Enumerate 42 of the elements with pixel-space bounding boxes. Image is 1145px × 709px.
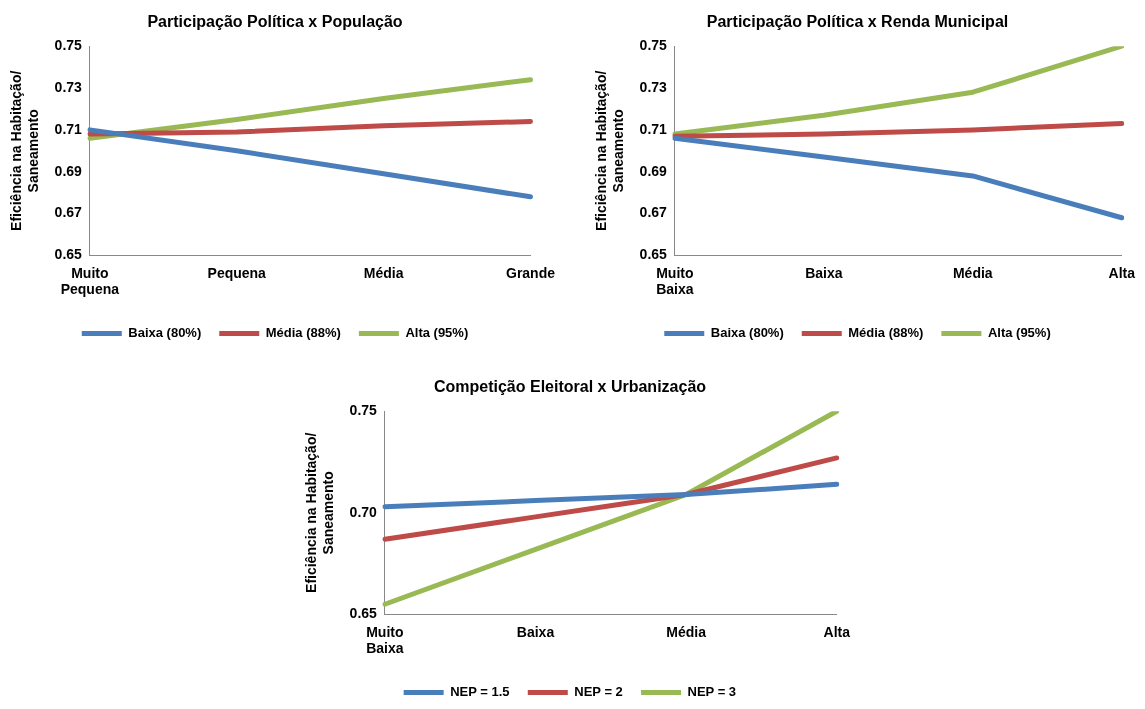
y-tick-label: 0.70 bbox=[349, 503, 378, 520]
chart-title: Participação Política x População bbox=[147, 13, 403, 31]
y-tick-label: 0.75 bbox=[349, 402, 378, 419]
chart-title: Participação Política x Renda Municipal bbox=[706, 13, 1009, 31]
legend-label: Média (88%) bbox=[265, 325, 341, 341]
x-tick-label: Grande bbox=[505, 264, 556, 281]
x-tick-label: Alta bbox=[1108, 264, 1136, 281]
x-tick-label: Muito Baixa bbox=[656, 264, 694, 298]
y-tick-label: 0.69 bbox=[54, 162, 83, 179]
y-tick-label: 0.67 bbox=[639, 204, 668, 221]
y-axis-title: Eficiência na Habitação/Saneamento bbox=[303, 432, 337, 593]
x-tick-label: Muito Baixa bbox=[366, 623, 404, 657]
legend-label: NEP = 1.5 bbox=[450, 684, 510, 700]
y-tick-label: 0.69 bbox=[639, 162, 668, 179]
legend-label: Baixa (80%) bbox=[128, 325, 202, 341]
legend-label: Alta (95%) bbox=[405, 325, 469, 341]
y-tick-label: 0.75 bbox=[639, 37, 668, 54]
y-tick-label: 0.73 bbox=[639, 78, 668, 95]
y-axis-title: Eficiência na Habitação/Saneamento bbox=[593, 70, 627, 231]
y-tick-label: 0.65 bbox=[639, 246, 668, 263]
x-tick-label: Muito Pequena bbox=[60, 264, 120, 298]
legend-label: Baixa (80%) bbox=[710, 325, 784, 341]
legend-label: NEP = 3 bbox=[687, 684, 737, 700]
legend-label: Média (88%) bbox=[848, 325, 924, 341]
y-tick-label: 0.65 bbox=[349, 605, 378, 622]
chart-title: Competição Eleitoral x Urbanização bbox=[433, 378, 707, 396]
y-axis-title: Eficiência na Habitação/Saneamento bbox=[8, 70, 42, 231]
x-tick-label: Média bbox=[666, 623, 707, 640]
x-tick-label: Alta bbox=[823, 623, 851, 640]
legend-label: Alta (95%) bbox=[987, 325, 1051, 341]
y-tick-label: 0.71 bbox=[54, 120, 83, 137]
x-tick-label: Baixa bbox=[805, 264, 843, 281]
x-tick-label: Média bbox=[952, 264, 993, 281]
y-tick-label: 0.71 bbox=[639, 120, 668, 137]
legend-label: NEP = 2 bbox=[574, 684, 623, 700]
x-tick-label: Baixa bbox=[516, 623, 555, 640]
x-tick-label: Pequena bbox=[207, 264, 267, 281]
y-tick-label: 0.73 bbox=[54, 78, 83, 95]
y-tick-label: 0.67 bbox=[54, 204, 83, 221]
y-tick-label: 0.75 bbox=[54, 37, 83, 54]
y-tick-label: 0.65 bbox=[54, 246, 83, 263]
x-tick-label: Média bbox=[363, 264, 404, 281]
